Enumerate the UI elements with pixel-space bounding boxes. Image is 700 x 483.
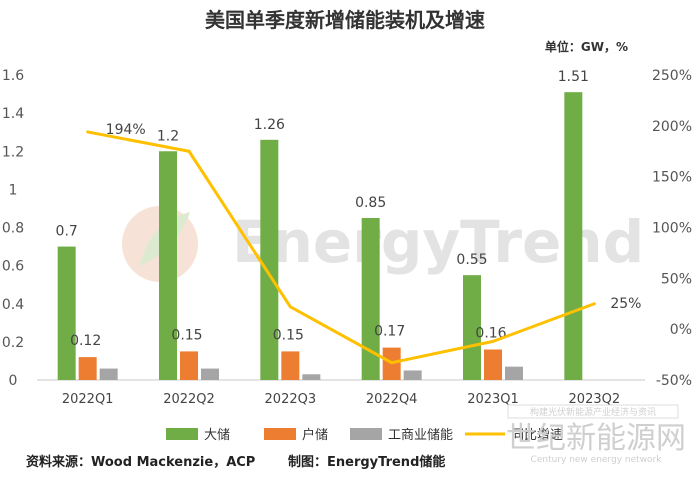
left-tick-label: 0.4 — [2, 297, 24, 313]
legend-swatch — [166, 428, 198, 440]
bar-data-label: 0.7 — [56, 224, 78, 240]
right-tick-label: 50% — [661, 271, 692, 287]
left-tick-label: 0.2 — [2, 335, 24, 351]
bar — [302, 374, 321, 380]
bar-data-label: 0.15 — [273, 327, 304, 343]
bar — [57, 246, 76, 380]
legend-label: 大储 — [204, 428, 230, 443]
right-tick-label: 0% — [670, 322, 692, 338]
left-tick-label: 1 — [9, 182, 18, 198]
right-tick-label: 200% — [652, 119, 692, 135]
right-tick-label: 100% — [652, 221, 692, 237]
corner-logo-frame — [507, 404, 679, 419]
bar — [505, 366, 523, 380]
line-point — [491, 339, 495, 343]
growth-line — [87, 130, 595, 365]
legend-label: 同比增速 — [511, 428, 563, 443]
legend-swatch — [350, 428, 382, 440]
unit-label: 单位：GW，% — [545, 39, 628, 54]
corner-logo-text: 世纪新能源网 — [506, 421, 686, 456]
corner-logo-sub: Century new energy network — [531, 455, 663, 465]
bar — [201, 368, 219, 380]
corner-logo-top: 构建光伏新能源产业经济与资讯 — [530, 406, 656, 418]
x-tick-label: 2022Q3 — [265, 392, 317, 407]
legend: 大储 户储 工商业储能 同比增速 — [166, 427, 563, 443]
line-point — [288, 305, 292, 309]
left-tick-label: 1.4 — [2, 106, 24, 122]
x-tick-label: 2022Q1 — [62, 392, 114, 407]
left-axis: 0 0.2 0.4 0.6 0.8 1 1.2 1.4 1.6 — [2, 68, 24, 389]
x-tick-label: 2022Q2 — [163, 392, 215, 407]
bar — [260, 139, 279, 380]
left-tick-label: 0 — [9, 373, 18, 389]
line-point — [592, 302, 596, 306]
source-text: 资料来源：Wood Mackenzie，ACP — [26, 454, 255, 470]
bar — [180, 351, 198, 380]
right-axis: -50% 0% 50% 100% 150% 200% 250% — [652, 68, 692, 389]
bar — [463, 275, 481, 380]
left-tick-label: 1.6 — [2, 68, 24, 84]
left-tick-label: 1.2 — [2, 144, 24, 160]
bar-data-label: 0.55 — [456, 252, 487, 268]
left-tick-label: 0.6 — [2, 259, 24, 275]
line-point — [86, 130, 90, 134]
line-series: 194% 25% — [86, 122, 641, 365]
bar-data-label: 0.16 — [475, 326, 506, 342]
bar-series — [57, 92, 583, 380]
x-tick-label: 2022Q4 — [366, 392, 418, 407]
x-tick-label: 2023Q2 — [569, 392, 621, 407]
bar-data-label: 1.2 — [157, 128, 179, 144]
bar — [281, 351, 300, 380]
legend-label: 户储 — [302, 427, 328, 443]
left-tick-label: 0.8 — [2, 221, 24, 237]
right-tick-label: 250% — [652, 68, 692, 84]
bar — [361, 217, 380, 380]
line-point — [187, 149, 191, 153]
corner-logo: 构建光伏新能源产业经济与资讯 世纪新能源网 Century new energy… — [506, 404, 686, 465]
bar-labels: 0.7 1.2 1.26 0.85 0.55 1.51 0.12 0.15 0.15 0.17 0.… — [56, 69, 589, 349]
line-data-label: 25% — [610, 296, 641, 312]
made-by-text: 制图：EnergyTrend储能 — [288, 454, 445, 470]
legend-label: 工商业储能 — [388, 428, 453, 443]
bar — [78, 357, 97, 380]
bar-data-label: 1.26 — [254, 117, 285, 133]
chart-title: 美国单季度新增储能装机及增速 — [205, 8, 485, 32]
bar-data-label: 1.51 — [558, 69, 589, 85]
bar — [403, 370, 422, 380]
line-point — [390, 361, 394, 365]
bar — [564, 92, 583, 380]
bar — [99, 368, 118, 380]
line-data-label: 194% — [106, 122, 146, 138]
bar-data-label: 0.85 — [355, 195, 386, 211]
bar — [159, 151, 177, 380]
x-axis: 2022Q1 2022Q2 2022Q3 2022Q4 2023Q1 2023Q2 — [62, 392, 620, 407]
bar-data-label: 0.12 — [70, 333, 101, 349]
legend-swatch — [264, 428, 296, 440]
x-tick-label: 2023Q1 — [467, 392, 519, 407]
right-tick-label: 150% — [652, 170, 692, 186]
bar-data-label: 0.15 — [171, 327, 202, 343]
right-tick-label: -50% — [656, 373, 692, 389]
bar — [484, 349, 502, 380]
bar-data-label: 0.17 — [374, 324, 405, 340]
